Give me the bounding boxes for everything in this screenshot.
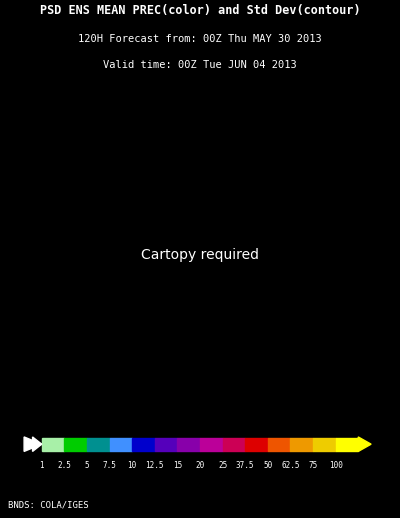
Polygon shape: [358, 437, 371, 451]
Bar: [268, 438, 290, 451]
Polygon shape: [24, 437, 42, 451]
Bar: [110, 438, 132, 451]
Text: 75: 75: [308, 461, 318, 469]
Bar: [87, 438, 110, 451]
Bar: [42, 438, 64, 451]
Bar: [313, 438, 336, 451]
Text: BNDS: COLA/IGES: BNDS: COLA/IGES: [8, 501, 89, 510]
Text: 62.5: 62.5: [281, 461, 300, 469]
Bar: [336, 438, 358, 451]
Text: 100: 100: [329, 461, 342, 469]
Bar: [64, 438, 87, 451]
Bar: [177, 438, 200, 451]
Text: 25: 25: [218, 461, 227, 469]
Text: 10: 10: [128, 461, 137, 469]
Text: 5: 5: [85, 461, 89, 469]
Text: 20: 20: [195, 461, 205, 469]
Bar: [200, 438, 223, 451]
Text: Cartopy required: Cartopy required: [141, 248, 259, 262]
Bar: [223, 438, 245, 451]
Bar: [245, 438, 268, 451]
Text: 7.5: 7.5: [103, 461, 116, 469]
Text: 120H Forecast from: 00Z Thu MAY 30 2013: 120H Forecast from: 00Z Thu MAY 30 2013: [78, 34, 322, 44]
Text: 12.5: 12.5: [146, 461, 164, 469]
Bar: [132, 438, 155, 451]
Text: 50: 50: [263, 461, 272, 469]
Bar: [290, 438, 313, 451]
Text: 1: 1: [40, 461, 44, 469]
Text: PSD ENS MEAN PREC(color) and Std Dev(contour): PSD ENS MEAN PREC(color) and Std Dev(con…: [40, 4, 360, 17]
Bar: [155, 438, 177, 451]
Polygon shape: [32, 437, 42, 451]
Text: 37.5: 37.5: [236, 461, 254, 469]
Text: 2.5: 2.5: [58, 461, 71, 469]
Text: 15: 15: [173, 461, 182, 469]
Text: Valid time: 00Z Tue JUN 04 2013: Valid time: 00Z Tue JUN 04 2013: [103, 60, 297, 70]
